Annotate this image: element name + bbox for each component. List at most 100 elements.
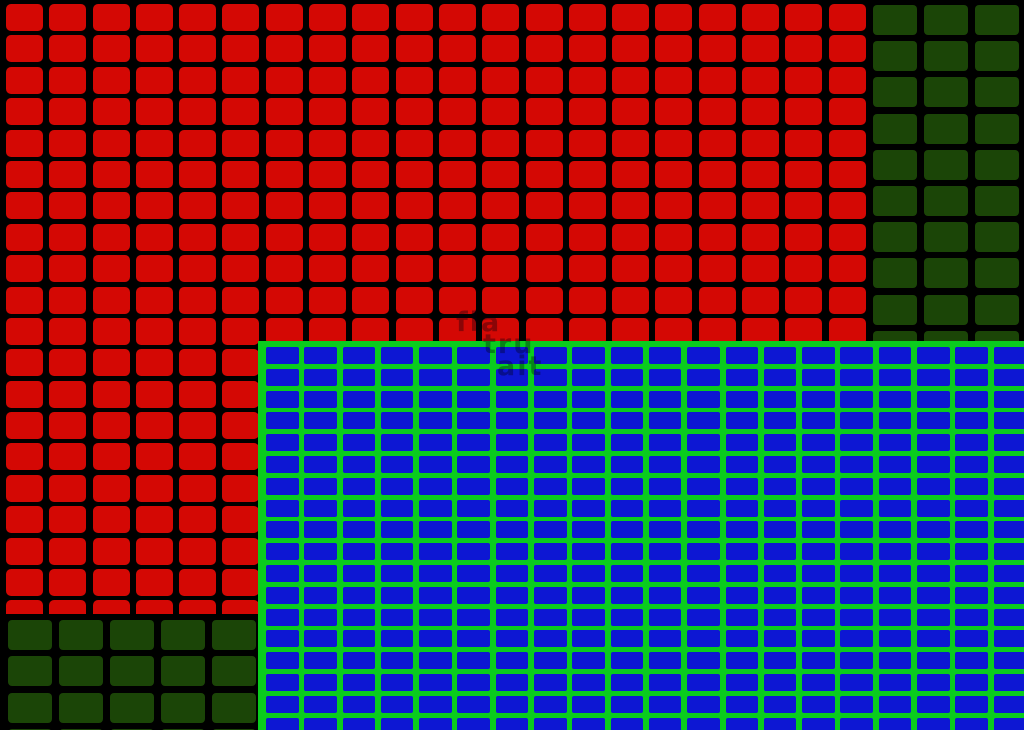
brick-cell	[698, 129, 736, 157]
brick-cell	[763, 390, 797, 408]
brick-cell	[610, 347, 644, 364]
brick-cell	[309, 317, 347, 345]
brick-cell	[878, 630, 912, 648]
brick-cell	[698, 286, 736, 314]
brick-cell	[525, 317, 563, 345]
brick-cell	[6, 4, 43, 31]
brick-cell	[742, 317, 780, 345]
brick-cell	[222, 569, 260, 597]
brick-cell	[828, 129, 866, 157]
brick-cell	[457, 477, 490, 495]
brick-cell	[49, 317, 87, 345]
brick-cell	[828, 317, 866, 345]
brick-cell	[878, 564, 912, 582]
brick-cell	[785, 223, 823, 251]
brick-cell	[135, 569, 173, 597]
brick-cell	[380, 368, 414, 386]
brick-cell	[648, 499, 682, 517]
brick-cell	[610, 608, 644, 626]
brick-cell	[974, 41, 1019, 72]
brick-cell	[395, 286, 433, 314]
brick-cell	[495, 368, 529, 386]
brick-cell	[438, 317, 476, 345]
brick-cell	[304, 673, 337, 691]
brick-cell	[342, 521, 376, 539]
brick-cell	[6, 569, 43, 597]
brick-cell	[648, 477, 682, 495]
brick-cell	[8, 656, 52, 687]
brick-cell	[457, 521, 490, 539]
brick-cell	[878, 673, 912, 691]
brick-cell	[610, 521, 644, 539]
brick-cell	[802, 652, 835, 670]
brick-cell	[49, 380, 87, 408]
brick-cell	[304, 717, 337, 730]
brick-cell	[92, 506, 130, 534]
brick-cell	[495, 434, 529, 452]
brick-cell	[572, 434, 605, 452]
brick-cell	[109, 692, 154, 723]
brick-cell	[179, 474, 217, 502]
brick-cell	[742, 35, 780, 63]
brick-cell	[610, 499, 644, 517]
brick-cell	[785, 192, 823, 220]
brick-cell	[572, 368, 605, 386]
brick-cell	[438, 4, 476, 31]
brick-cell	[572, 717, 605, 730]
brick-cell	[438, 255, 476, 283]
brick-cell	[6, 192, 43, 220]
brick-cell	[304, 434, 337, 452]
brick-cell	[352, 223, 390, 251]
brick-cell	[655, 98, 693, 126]
brick-cell	[49, 35, 87, 63]
brick-cell	[6, 35, 43, 63]
brick-cell	[457, 586, 490, 604]
brick-cell	[993, 717, 1024, 730]
brick-cell	[92, 160, 130, 188]
brick-cell	[917, 368, 950, 386]
brick-cell	[572, 521, 605, 539]
brick-cell	[438, 98, 476, 126]
brick-cell	[802, 368, 835, 386]
brick-cell	[742, 4, 780, 31]
brick-cell	[395, 35, 433, 63]
brick-cell	[725, 368, 759, 386]
brick-cell	[568, 286, 606, 314]
brick-cell	[840, 652, 873, 670]
brick-cell	[179, 506, 217, 534]
brick-cell	[828, 223, 866, 251]
brick-cell	[380, 586, 414, 604]
brick-cell	[878, 586, 912, 604]
brick-cell	[687, 347, 720, 364]
brick-cell	[568, 4, 606, 31]
brick-cell	[763, 412, 797, 430]
brick-cell	[495, 347, 529, 364]
brick-cell	[395, 129, 433, 157]
brick-cell	[840, 455, 873, 473]
brick-cell	[974, 294, 1019, 325]
brick-cell	[482, 35, 520, 63]
brick-cell	[135, 600, 173, 614]
brick-cell	[495, 543, 529, 561]
brick-cell	[457, 412, 490, 430]
brick-cell	[309, 223, 347, 251]
brick-cell	[352, 129, 390, 157]
brick-cell	[648, 630, 682, 648]
brick-cell	[763, 608, 797, 626]
brick-cell	[266, 543, 299, 561]
brick-cell	[438, 223, 476, 251]
brick-cell	[92, 98, 130, 126]
brick-cell	[878, 717, 912, 730]
brick-cell	[742, 160, 780, 188]
brick-cell	[763, 586, 797, 604]
brick-cell	[763, 652, 797, 670]
brick-cell	[482, 4, 520, 31]
brick-cell	[6, 474, 43, 502]
brick-cell	[802, 434, 835, 452]
brick-cell	[6, 223, 43, 251]
brick-cell	[840, 412, 873, 430]
brick-cell	[352, 35, 390, 63]
brick-cell	[568, 192, 606, 220]
brick-cell	[525, 255, 563, 283]
brick-cell	[92, 129, 130, 157]
